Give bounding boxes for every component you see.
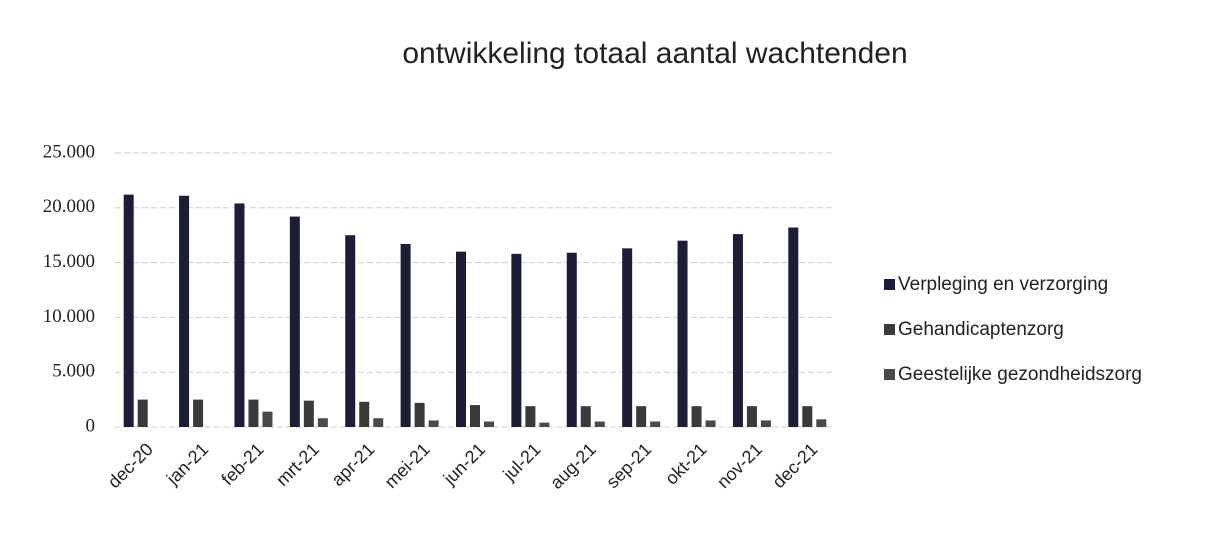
bar	[428, 420, 439, 427]
bar	[691, 406, 702, 427]
bar	[705, 420, 716, 427]
bar	[746, 406, 757, 427]
bar	[539, 422, 550, 427]
y-tick-label: 10.000	[43, 306, 95, 327]
bar	[262, 411, 273, 427]
legend-marker	[884, 324, 895, 335]
x-tick-label: dec-21	[768, 439, 821, 492]
x-tick-label: jul-21	[499, 439, 545, 485]
legend-label: Geestelijke gezondheidszorg	[898, 364, 1142, 385]
bar	[289, 216, 300, 427]
y-tick-label: 15.000	[43, 251, 95, 272]
bar	[511, 253, 522, 427]
bar	[137, 399, 148, 427]
y-tick-label: 20.000	[43, 196, 95, 217]
bar	[400, 243, 411, 427]
bar	[484, 421, 494, 427]
x-tick-label: okt-21	[661, 439, 711, 489]
bar	[566, 252, 577, 427]
bar	[303, 400, 314, 427]
bar	[317, 418, 328, 427]
y-tick-label: 5.000	[52, 361, 95, 382]
x-tick-label: nov-21	[713, 439, 766, 492]
x-tick-label: aug-21	[546, 439, 600, 493]
bar	[234, 203, 245, 427]
x-tick-label: sep-21	[602, 439, 655, 492]
y-tick-label: 0	[86, 415, 96, 436]
bar	[622, 248, 633, 427]
bar	[179, 195, 190, 427]
x-tick-label: mei-21	[381, 439, 434, 492]
y-tick-label: 25.000	[43, 141, 95, 162]
bar	[359, 401, 370, 427]
x-tick-label: jan-21	[162, 439, 212, 489]
bar	[456, 251, 466, 427]
bar	[650, 421, 661, 427]
x-tick-label: dec-20	[104, 439, 157, 492]
bar	[760, 420, 771, 427]
bar	[636, 406, 647, 427]
bar	[414, 402, 425, 427]
bar	[373, 418, 384, 427]
bar	[788, 227, 799, 427]
x-tick-label: mrt-21	[272, 439, 323, 490]
legend-marker	[884, 279, 895, 290]
bar	[193, 399, 204, 427]
bar	[802, 406, 813, 427]
x-tick-label: apr-21	[327, 439, 378, 490]
bar	[525, 406, 536, 427]
bar	[677, 240, 688, 427]
bar	[816, 419, 827, 427]
bar	[345, 235, 356, 427]
legend-marker	[884, 369, 895, 380]
legend-label: Gehandicaptenzorg	[898, 319, 1064, 340]
chart-title: ontwikkeling totaal aantal wachtenden	[402, 37, 907, 70]
x-tick-label: jun-21	[439, 439, 489, 489]
bar	[594, 421, 605, 427]
legend-label: Verpleging en verzorging	[898, 274, 1108, 295]
bar	[470, 405, 480, 427]
bar	[580, 406, 591, 427]
x-tick-label: feb-21	[217, 439, 267, 489]
bar	[732, 234, 743, 427]
bar	[248, 399, 259, 427]
bar	[123, 194, 134, 427]
